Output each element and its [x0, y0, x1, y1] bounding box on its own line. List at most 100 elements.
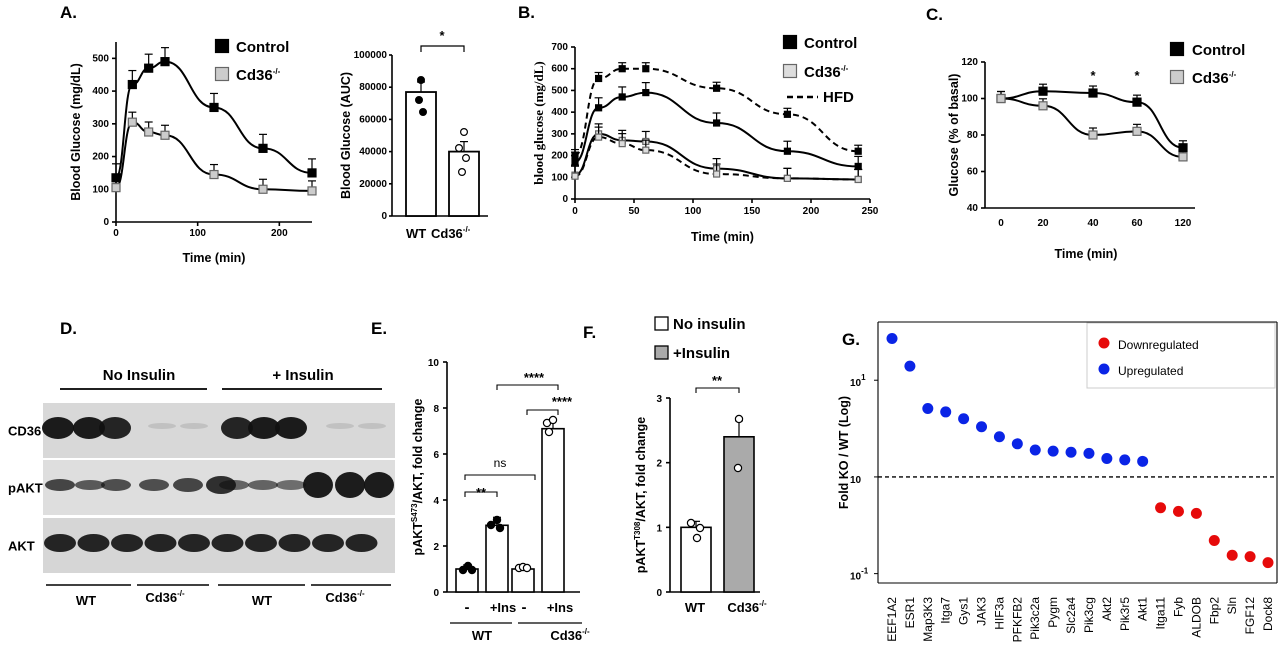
ab-cat-wt: WT	[406, 226, 426, 241]
c-xlabel: Time (min)	[1055, 247, 1118, 261]
g-point-EEF1A2	[886, 333, 898, 345]
b-point-HFD	[712, 84, 721, 92]
g-point-ALDOB	[1190, 507, 1202, 519]
panel-label-G: G.	[842, 330, 860, 349]
d-no-insulin: No Insulin	[103, 367, 176, 384]
d-band-pakt	[219, 480, 249, 490]
b-ytick-label: 200	[551, 151, 568, 162]
ab-ylabel: Blood Glucose (AUC)	[339, 72, 353, 199]
f-ytick-label: 0	[656, 588, 662, 599]
e-sig-ns-bracket	[464, 474, 536, 480]
e-sig-ns: ns	[494, 456, 507, 470]
e-dot	[492, 515, 502, 525]
g-ytick-label: 10-1	[850, 567, 869, 583]
e-ytick-label: 4	[433, 496, 439, 507]
ab-ytick-label: 80000	[359, 82, 387, 93]
g-cat-Sln: Sln	[1225, 597, 1239, 614]
b-ytick-label: 400	[551, 107, 568, 118]
ab-ytick-label: 20000	[359, 179, 387, 190]
e-ylabel: pAKTS473/AKT, fold change	[410, 399, 425, 556]
a-point-Cd36	[160, 130, 170, 140]
d-band-akt	[345, 534, 378, 552]
a-point-Control	[127, 79, 137, 90]
b-point-HFD	[571, 151, 579, 160]
panel-label-B: B.	[518, 3, 535, 22]
g-point-Akt2	[1101, 453, 1113, 465]
f-dot	[692, 533, 702, 543]
c-point-Cd36	[1132, 126, 1142, 136]
d-band-pakt	[364, 472, 394, 498]
d-band-cd36-faint	[326, 423, 354, 429]
e-sig-cross: ****	[524, 370, 545, 385]
c-point-Control	[1088, 88, 1098, 98]
g-point-Pik3r5	[1119, 454, 1131, 466]
g-cat-Akt2: Akt2	[1100, 597, 1114, 621]
d-bottom-cd36-2: Cd36-/-	[325, 589, 365, 605]
b-point-HFD	[854, 147, 862, 155]
ab-ytick-label: 100000	[354, 50, 388, 61]
e-sig-wt: **	[476, 485, 487, 500]
b-xtick-label: 0	[572, 206, 578, 217]
b-point-HFD-Cd36	[594, 133, 603, 141]
a-legend-cd36-marker	[214, 66, 230, 82]
c-ytick-label: 120	[961, 57, 978, 68]
b-legend-cd36-marker	[782, 63, 798, 79]
g-cat-Fyb: Fyb	[1171, 597, 1185, 617]
d-band-akt	[144, 534, 177, 552]
e-ytick-label: 2	[433, 542, 439, 553]
g-point-Pik3cg	[1083, 447, 1095, 459]
g-point-Dock8	[1262, 557, 1274, 569]
ab-sig: *	[439, 28, 445, 43]
ab-dot	[417, 75, 426, 84]
b-xtick-label: 100	[685, 206, 702, 217]
d-bottom-wt2: WT	[252, 593, 272, 608]
b-point-HFD-Cd36	[618, 140, 626, 148]
e-dot	[495, 523, 505, 533]
b-ylabel: blood glucose (mg/dL)	[531, 61, 546, 185]
d-band-cd36	[248, 417, 280, 439]
ab-dot	[458, 168, 467, 177]
d-band-akt	[211, 534, 244, 552]
e-dot	[522, 563, 532, 573]
a-point-Control	[307, 168, 317, 178]
d-band-akt	[111, 534, 143, 552]
f-legend-ins-marker	[654, 345, 669, 360]
b-series-Control	[574, 91, 859, 168]
b-point-Control	[618, 93, 626, 101]
c-sig-40: *	[1090, 68, 1096, 83]
d-band-cd36	[275, 417, 307, 439]
b-point-Control	[571, 158, 579, 166]
d-band-akt	[44, 534, 76, 552]
e-dot	[544, 427, 554, 437]
e-ytick-label: 10	[428, 358, 440, 369]
b-legend-control-marker	[782, 34, 798, 50]
g-point-Fbp2	[1208, 535, 1220, 547]
g-cat-Itga7: Itga7	[939, 597, 953, 624]
a-point-Control	[209, 102, 219, 113]
c-xtick-label: 20	[1037, 218, 1049, 229]
g-point-Sln	[1226, 549, 1238, 561]
a-point-Cd36	[127, 117, 137, 127]
d-row-label-AKT: AKT	[8, 539, 35, 554]
b-xtick-label: 150	[744, 206, 761, 217]
a-xlabel: Time (min)	[183, 251, 246, 265]
d-band-akt	[245, 534, 277, 552]
d-band-akt	[178, 534, 210, 552]
c-point-Control	[1132, 97, 1142, 107]
b-ytick-label: 0	[562, 194, 568, 205]
d-band-akt	[77, 534, 110, 552]
f-ytick-label: 3	[656, 394, 662, 405]
e-sig-ko: ****	[552, 394, 573, 409]
ab-ytick-label: 0	[381, 211, 387, 222]
a-point-Control	[144, 63, 154, 73]
g-point-Pik3c2a	[1029, 444, 1041, 456]
b-point-HFD	[594, 74, 603, 83]
a-ytick-label: 200	[92, 152, 109, 163]
b-legend-hfd: HFD	[823, 89, 854, 106]
ab-dot	[460, 128, 469, 137]
c-ytick-label: 100	[961, 94, 978, 105]
d-band-pakt	[75, 480, 105, 490]
d-band-pakt	[101, 479, 131, 491]
e-ytick-label: 6	[433, 450, 439, 461]
c-point-Cd36	[1038, 101, 1048, 111]
